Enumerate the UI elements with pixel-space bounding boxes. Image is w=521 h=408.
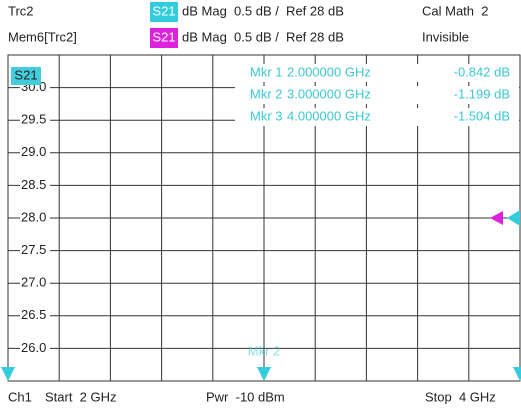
- tick-label-bg: [20, 211, 50, 225]
- tick-label-bg: [20, 243, 50, 258]
- marker-name: Mkr 2: [250, 86, 283, 101]
- marker-frequency: 4.000000 GHz: [287, 108, 371, 123]
- trace-name: Trc2: [8, 3, 34, 18]
- trace-label-box: [11, 67, 41, 85]
- trace-param-box: [150, 2, 178, 22]
- y-tick-label: 28.5: [21, 177, 46, 192]
- marker-value: -1.199 dB: [454, 86, 510, 101]
- y-tick-label: 29.0: [21, 144, 46, 159]
- trace-status: Cal Math 2: [422, 3, 488, 18]
- tick-label-bg: [20, 276, 50, 291]
- tick-label-bg: [20, 178, 50, 193]
- memory-param: S21: [152, 29, 175, 44]
- marker-frequency: 2.000000 GHz: [287, 64, 371, 79]
- marker-name: Mkr 3: [250, 108, 283, 123]
- marker-row-bg: [235, 86, 519, 104]
- channel: Ch1: [8, 389, 32, 404]
- tick-label-bg: [20, 113, 50, 128]
- trace-label: S21: [14, 67, 37, 82]
- trace-param: S21: [152, 3, 175, 18]
- stop-frequency: Stop 4 GHz: [425, 389, 496, 404]
- tick-label-bg: [20, 341, 50, 356]
- marker-triangle: [513, 367, 521, 381]
- bottom-marker-label: Mkr 2: [248, 343, 281, 358]
- trace-ref-arrow: [507, 210, 520, 226]
- tick-label-bg: [20, 145, 50, 160]
- y-tick-label: 29.5: [21, 112, 46, 127]
- y-tick-label: 28.0: [21, 209, 46, 224]
- memory-param-box: [150, 28, 178, 48]
- power: Pwr -10 dBm: [206, 389, 285, 404]
- tick-label-bg: [20, 308, 50, 323]
- marker-value: -0.842 dB: [454, 64, 510, 79]
- start-frequency: Start 2 GHz: [45, 389, 117, 404]
- memory-format: dB Mag 0.5 dB / Ref 28 dB: [182, 29, 344, 44]
- marker-frequency: 3.000000 GHz: [287, 86, 371, 101]
- trace-format: dB Mag 0.5 dB / Ref 28 dB: [182, 3, 344, 18]
- marker-row-bg: [235, 64, 519, 82]
- y-tick-label: 26.5: [21, 307, 46, 322]
- y-tick-label: 27.5: [21, 242, 46, 257]
- y-tick-label: 26.0: [21, 340, 46, 355]
- y-tick-label: 27.0: [21, 275, 46, 290]
- marker-triangle: [1, 367, 15, 381]
- marker-value: -1.504 dB: [454, 108, 510, 123]
- memory-ref-arrow: [490, 211, 503, 225]
- memory-status: Invisible: [422, 29, 469, 44]
- marker-name: Mkr 1: [250, 64, 283, 79]
- marker-row-bg: [235, 108, 519, 126]
- memory-name: Mem6[Trc2]: [8, 29, 77, 44]
- marker-triangle: [257, 367, 271, 381]
